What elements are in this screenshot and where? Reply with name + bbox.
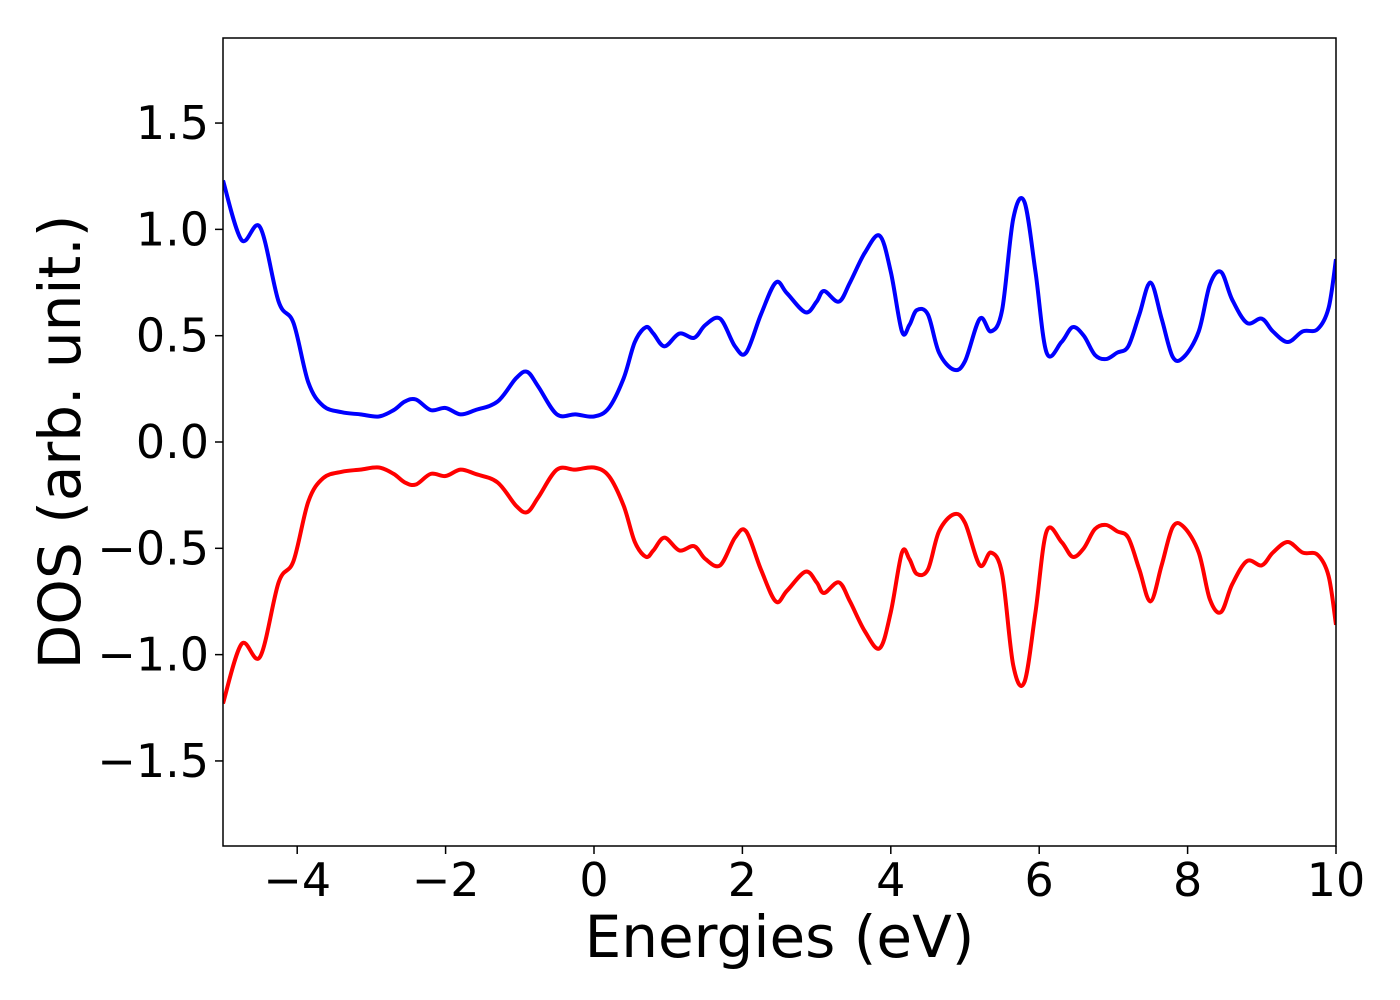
y-tick-label: −1.0 xyxy=(97,628,209,682)
plot-frame xyxy=(222,37,1337,847)
series-line-negative xyxy=(223,465,1336,705)
y-tick-label: −1.5 xyxy=(97,734,209,788)
y-tick-label: 1.5 xyxy=(136,96,209,150)
series-line-positive xyxy=(223,179,1336,419)
y-tick-label: 0.0 xyxy=(136,415,209,469)
x-axis-label: Energies (eV) xyxy=(585,903,975,971)
x-tick-label: −4 xyxy=(263,853,331,907)
x-tick-label: 10 xyxy=(1307,853,1366,907)
x-tick-label: 8 xyxy=(1173,853,1202,907)
x-tick-label: 0 xyxy=(579,853,608,907)
x-tick-label: 4 xyxy=(876,853,905,907)
axis-ticks: −4 −2 0 2 4 6 8 10 1.5 1.0 0.5 0.0 −0.5 −1.0 −1.5 xyxy=(97,96,1365,907)
y-tick-label: 1.0 xyxy=(136,202,209,256)
plot-area xyxy=(223,179,1336,705)
y-tick-label: 0.5 xyxy=(136,309,209,363)
y-tick-label: −0.5 xyxy=(97,521,209,575)
x-tick-label: −2 xyxy=(412,853,480,907)
x-tick-label: 2 xyxy=(728,853,757,907)
x-tick-label: 6 xyxy=(1025,853,1054,907)
y-axis-label: DOS (arb. unit.) xyxy=(26,215,94,670)
